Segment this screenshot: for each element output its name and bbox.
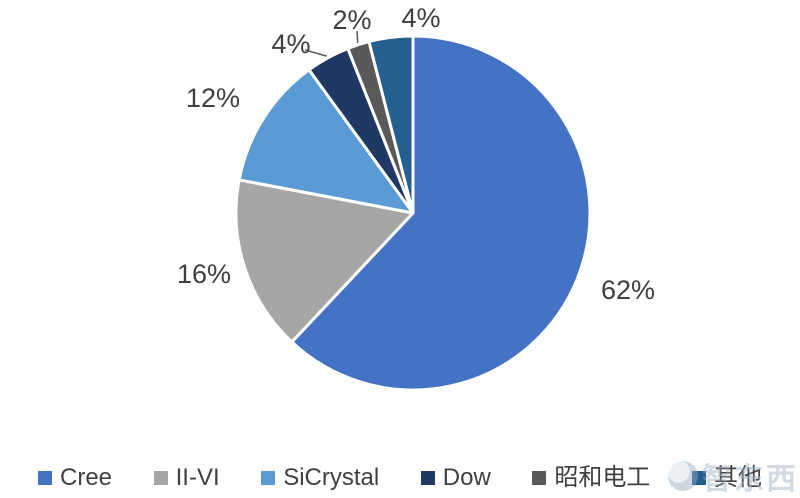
label-leader-line: [356, 30, 359, 43]
legend-label: 昭和电工: [554, 464, 651, 491]
legend-item-其他: 其他: [691, 464, 762, 491]
legend-item-II-VI: II-VI: [153, 464, 220, 491]
legend-label: SiCrystal: [283, 464, 380, 491]
pie-slice-SiCrystal: [237, 68, 415, 215]
legend-swatch-icon: [38, 471, 52, 485]
slice-label-Dow: 4%: [271, 29, 310, 59]
pie-slice-Cree: [290, 34, 592, 392]
slice-label-II-VI: 16%: [177, 259, 231, 289]
legend-item-SiCrystal: SiCrystal: [261, 466, 379, 490]
legend-swatch-icon: [691, 471, 706, 485]
legend-swatch-icon: [532, 471, 547, 485]
chart-legend: Cree II-VI SiCrystal Dow 昭和电工 其他: [0, 466, 800, 490]
legend-label: II-VI: [175, 464, 220, 491]
legend-label: Cree: [60, 464, 113, 491]
legend-swatch-icon: [261, 471, 276, 485]
slice-label-其他: 4%: [401, 3, 440, 33]
pie-slice-II-VI: [234, 178, 415, 344]
pie-chart-canvas: 62% 16% 12% 4% 2% 4%: [177, 3, 655, 392]
legend-label: Dow: [442, 464, 491, 491]
legend-item-昭和电工: 昭和电工: [532, 466, 650, 490]
pie-slice-其他: [367, 34, 415, 215]
slice-label-昭和电工: 2%: [332, 5, 371, 35]
slice-label-Cree: 62%: [601, 275, 655, 305]
legend-swatch-icon: [420, 471, 435, 485]
legend-label: 其他: [713, 464, 762, 491]
legend-swatch-icon: [153, 471, 168, 485]
legend-item-Cree: Cree: [38, 466, 112, 490]
label-leader-line: [304, 49, 328, 57]
slice-label-SiCrystal: 12%: [186, 83, 240, 113]
legend-item-Dow: Dow: [420, 464, 491, 491]
